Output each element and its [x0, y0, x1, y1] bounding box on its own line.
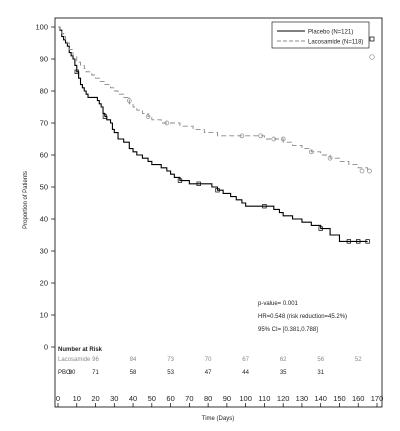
x-tick-label: 40: [129, 394, 137, 403]
x-tick-label: 0: [56, 394, 60, 403]
y-tick-label: 60: [40, 151, 48, 160]
placebo-censor-mark: [365, 239, 370, 244]
risk-lacosamide-row: 96 84 73 70 67 62 56 52: [92, 357, 362, 363]
lacosamide-censor-mark: [164, 120, 170, 126]
x-tick-label: 100: [239, 394, 252, 403]
x-axis-label: Time (Days): [202, 416, 234, 422]
x-tick-label: 90: [223, 394, 231, 403]
risk-lacosamide-value: 62: [280, 357, 287, 363]
lacosamide-censor-mark: [258, 133, 264, 139]
y-tick-label: 30: [40, 247, 48, 256]
risk-placebo-value: 44: [242, 370, 249, 376]
y-tick-label: 50: [40, 183, 48, 192]
lacosamide-censor-mark: [280, 136, 286, 142]
x-tick-label: 70: [185, 394, 193, 403]
lacosamide-censor-mark: [271, 136, 277, 142]
x-tick-label: 170: [371, 394, 384, 403]
x-tick-label: 150: [333, 394, 346, 403]
y-tick-label: 90: [40, 55, 48, 64]
placebo-censor-mark: [196, 181, 201, 186]
risk-lacosamide-value: 52: [355, 357, 362, 363]
lacosamide-censor-mark: [145, 114, 151, 119]
risk-placebo-value: 53: [167, 370, 174, 376]
risk-placebo-row: 90 71 58 53 47 44 35 31: [69, 370, 325, 376]
risk-placebo-value: 90: [69, 370, 76, 376]
lacosamide-censor-mark: [367, 168, 372, 174]
x-tick-label: 120: [277, 394, 290, 403]
legend-lacosamide-label: Lacosamide (N=118): [308, 40, 363, 46]
number-at-risk-table: Number at Risk Lacosamide PBO: 96 84 73 70 6…: [58, 347, 362, 376]
risk-lacosamide-value: 67: [242, 357, 249, 363]
placebo-censor-mark: [318, 226, 323, 231]
y-axis-label: Proportion of Patients: [23, 171, 29, 229]
legend-lacosamide-marker: [369, 54, 375, 60]
risk-placebo-value: 47: [205, 370, 212, 376]
placebo-censor-mark: [262, 204, 267, 209]
y-axis: 0 10 20 30 40 50 60 70 80 90 100: [35, 23, 55, 352]
placebo-censor-mark: [356, 239, 361, 244]
placebo-censor-mark: [74, 69, 79, 74]
censor-marks: [74, 69, 372, 244]
y-tick-label: 0: [44, 343, 48, 352]
lacosamide-censor-mark: [308, 149, 314, 155]
y-tick-label: 10: [40, 311, 48, 320]
x-tick-label: 130: [296, 394, 309, 403]
plot-frame: [54, 17, 383, 408]
risk-lacosamide-value: 70: [205, 357, 212, 363]
risk-lacosamide-value: 73: [167, 357, 174, 363]
annotation-pvalue: p-value= 0.001: [258, 301, 299, 307]
risk-placebo-value: 35: [280, 370, 287, 376]
risk-lacosamide-value: 96: [92, 357, 99, 363]
lacosamide-curve: [58, 26, 369, 171]
risk-placebo-value: 31: [317, 370, 324, 376]
risk-placebo-label: PBO:: [58, 370, 73, 376]
annotation-hr: HR=0.548 (risk reduction=45.2%): [258, 314, 347, 320]
stats-annotations: p-value= 0.001 HR=0.548 (risk reduction=…: [258, 301, 347, 333]
placebo-censor-mark: [177, 178, 183, 183]
x-tick-label: 110: [258, 394, 270, 403]
y-tick-label: 80: [40, 87, 48, 96]
y-tick-label: 40: [40, 215, 48, 224]
x-tick-label: 10: [73, 394, 81, 403]
lacosamide-censor-mark: [126, 98, 132, 103]
lacosamide-censor-mark: [327, 155, 333, 161]
risk-lacosamide-value: 56: [317, 357, 324, 363]
lacosamide-censor-mark: [359, 168, 365, 174]
risk-placebo-value: 71: [92, 370, 99, 376]
risk-lacosamide-value: 84: [130, 357, 137, 363]
y-tick-label: 70: [40, 119, 48, 128]
legend-placebo-label: Placebo (N=121): [308, 30, 353, 36]
x-tick-label: 30: [110, 394, 118, 403]
risk-title: Number at Risk: [58, 347, 103, 353]
x-tick-label: 140: [314, 394, 327, 403]
x-tick-label: 20: [91, 394, 99, 403]
annotation-ci: 95% CI= [0.381,0.788]: [258, 327, 318, 333]
placebo-censor-mark: [102, 114, 108, 119]
x-tick-label: 60: [166, 394, 174, 403]
placebo-censor-mark: [346, 239, 352, 244]
legend-placebo-marker: [369, 36, 375, 42]
legend: Placebo (N=121) Lacosamide (N=118): [271, 21, 370, 49]
y-tick-label: 20: [40, 279, 48, 288]
risk-lacosamide-label: Lacosamide: [58, 357, 91, 363]
y-tick-label: 100: [35, 23, 48, 32]
x-axis: 0 10 20 30 40 50 60 70 80 90 100 110 120 130 140 150 160…: [56, 394, 383, 407]
x-tick-label: 160: [352, 394, 365, 403]
placebo-censor-mark: [215, 188, 220, 193]
lacosamide-censor-mark: [239, 133, 245, 139]
x-tick-label: 80: [204, 394, 212, 403]
risk-placebo-value: 58: [130, 370, 137, 376]
placebo-curve: [58, 26, 368, 242]
legend-box: [271, 21, 370, 49]
survival-curves: [58, 26, 369, 242]
x-tick-label: 50: [148, 394, 156, 403]
